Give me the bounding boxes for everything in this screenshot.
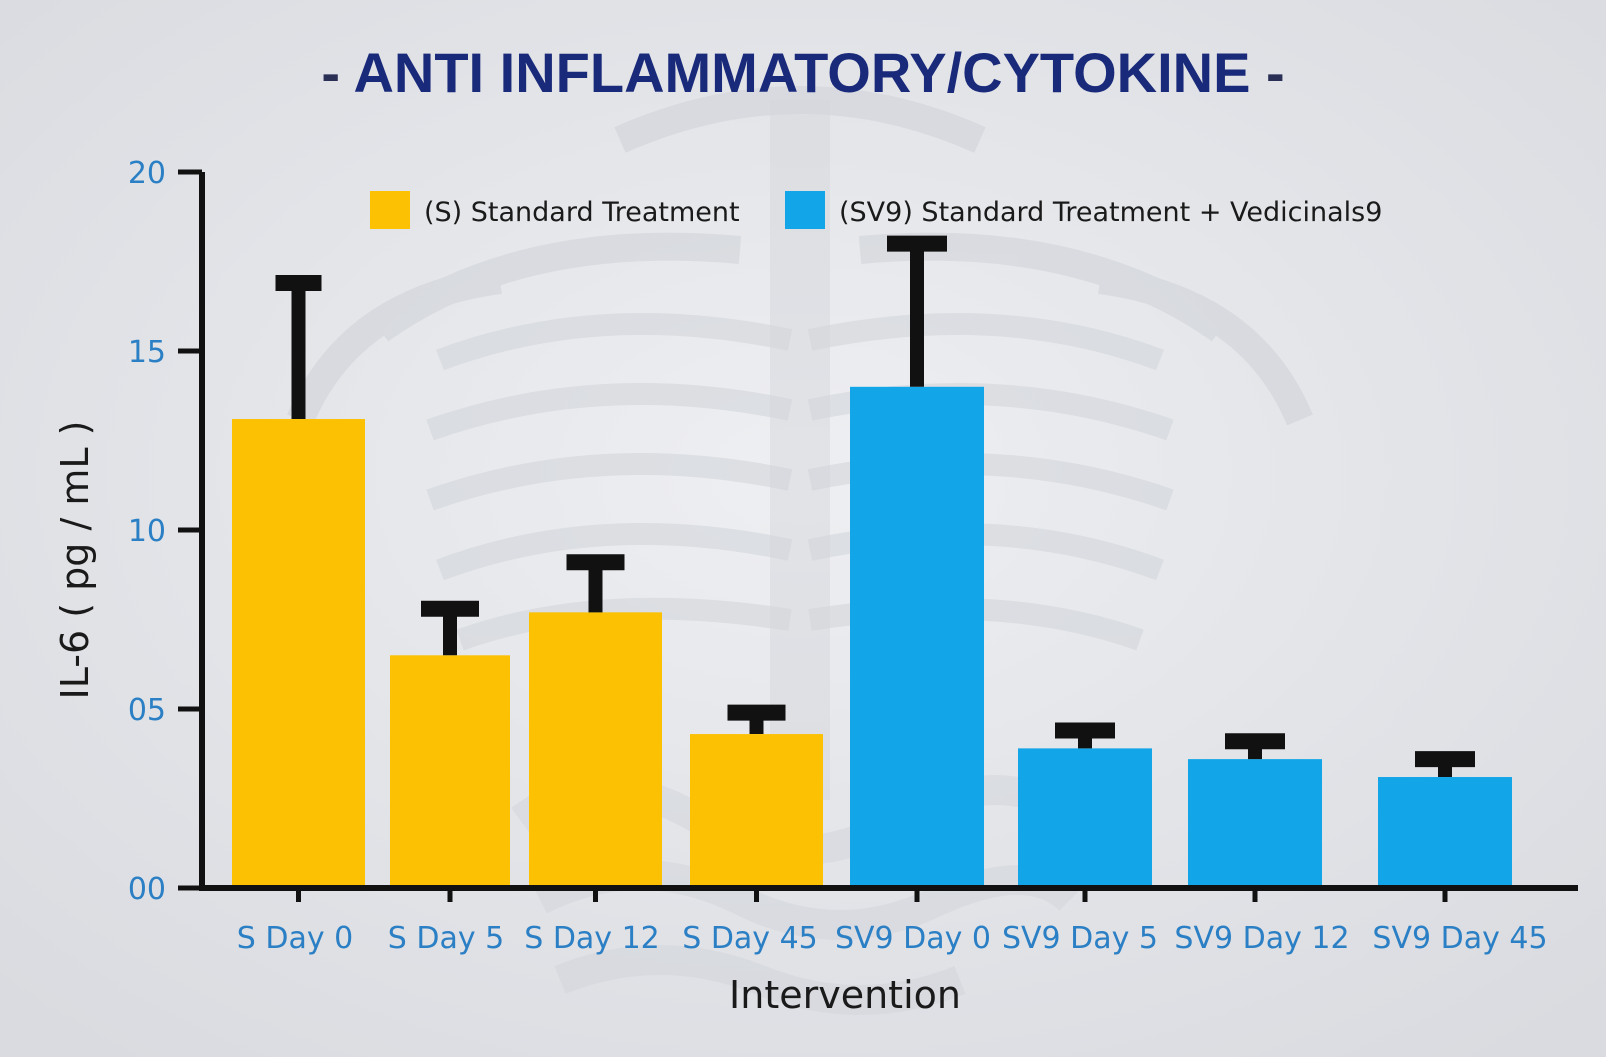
x-tick-label: SV9 Day 12 [1174, 921, 1349, 956]
chart-title: - ANTI INFLAMMATORY/CYTOKINE - [0, 40, 1606, 105]
legend-swatch [370, 191, 410, 229]
x-tick-label: SV9 Day 5 [1002, 921, 1158, 956]
legend-swatch [785, 191, 825, 229]
legend: (S) Standard Treatment (SV9) Standard Tre… [370, 191, 1382, 229]
bar-sv9-day-0 [850, 386, 984, 888]
x-tick-label: SV9 Day 0 [835, 921, 991, 956]
title-text: ANTI INFLAMMATORY/CYTOKINE [353, 41, 1251, 104]
y-tick-label: 10 [128, 514, 166, 549]
y-tick-label: 20 [128, 156, 166, 191]
bar-sv9-day-5 [1018, 748, 1152, 888]
bar-s-day-5 [390, 655, 510, 888]
y-tick-label: 00 [128, 872, 166, 907]
legend-label: (S) Standard Treatment [424, 197, 740, 228]
bar-s-day-0 [232, 419, 365, 888]
x-tick-label: S Day 5 [388, 921, 504, 956]
title-prefix: - [321, 41, 340, 104]
y-axis-label: IL-6 ( pg / mL ) [53, 421, 97, 700]
x-tick-label: S Day 45 [682, 921, 818, 956]
bar-sv9-day-45 [1378, 777, 1512, 888]
y-tick-label: 05 [128, 693, 166, 728]
bar-s-day-45 [690, 734, 823, 888]
bar-sv9-day-12 [1188, 759, 1322, 888]
legend-label: (SV9) Standard Treatment + Vedicinals9 [839, 197, 1382, 228]
x-tick-label: S Day 12 [524, 921, 660, 956]
bar-s-day-12 [529, 612, 662, 888]
x-tick-label: S Day 0 [237, 921, 353, 956]
error-bars-layer [275, 235, 1475, 778]
bars-layer [232, 386, 1512, 888]
axes-layer: 00 05 10 15 20 S Day 0 S Day 5 S Day 12 S Day 45… [53, 156, 1578, 1017]
title-suffix: - [1266, 41, 1285, 104]
y-tick-label: 15 [128, 335, 166, 370]
x-axis-label: Intervention [729, 973, 961, 1017]
x-tick-label: SV9 Day 45 [1372, 921, 1547, 956]
